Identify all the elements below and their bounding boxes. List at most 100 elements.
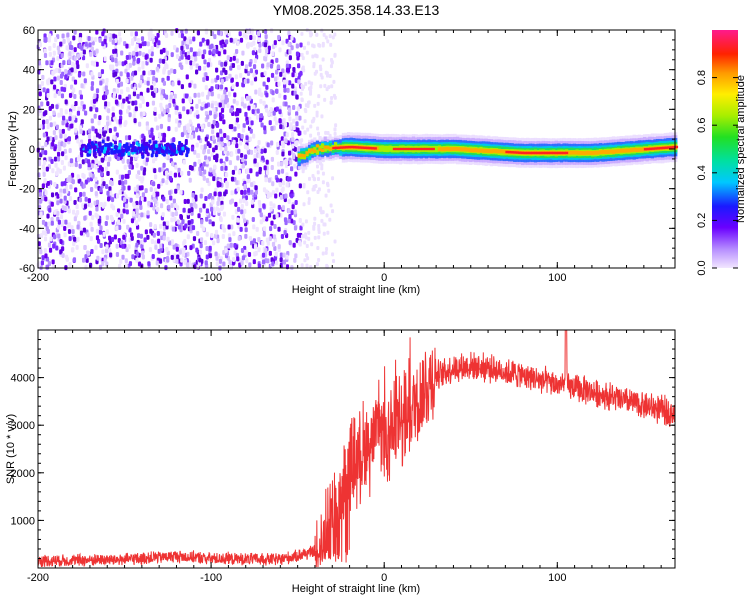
spectrogram-cell xyxy=(117,82,121,88)
spectrogram-core-cell xyxy=(552,151,556,155)
spectrogram-cell xyxy=(288,55,292,61)
spectrogram-cell xyxy=(186,148,190,153)
spectrogram-core-cell xyxy=(347,145,351,149)
spectrogram-cell xyxy=(317,235,321,240)
spectrogram-cell xyxy=(242,123,246,129)
spectrogram-cell xyxy=(110,180,114,186)
spectrogram-cell xyxy=(64,109,68,115)
spectrogram-cell xyxy=(179,189,183,195)
spectrogram-cell xyxy=(212,169,216,175)
spectrogram-cell xyxy=(76,138,80,144)
y-tick-label: 4000 xyxy=(11,373,35,385)
spectrogram-cell xyxy=(224,39,229,45)
spectrogram-cell xyxy=(92,98,97,104)
spectrogram-cell xyxy=(120,174,125,180)
spectrogram-cell xyxy=(132,141,136,146)
spectrogram-cell xyxy=(44,253,48,259)
spectrogram-cell xyxy=(51,168,55,174)
spectrogram-cell xyxy=(281,180,286,186)
spectrogram-cell xyxy=(57,68,62,74)
spectrogram-cell xyxy=(70,172,75,178)
spectrogram-band-cell xyxy=(629,148,634,153)
spectrogram-cell xyxy=(135,224,140,230)
spectrogram-cell xyxy=(210,103,214,109)
spectrogram-cell xyxy=(205,159,209,165)
spectrogram-cell xyxy=(51,70,55,76)
spectrogram-cell xyxy=(67,222,72,228)
spectrogram-cell xyxy=(319,206,323,211)
spectrogram-core-cell xyxy=(431,147,435,151)
spectrogram-cell xyxy=(304,109,308,114)
spectrogram-cell xyxy=(313,235,317,240)
spectrogram-cell xyxy=(225,180,229,186)
spectrogram-cell xyxy=(229,65,233,71)
spectrogram-cell xyxy=(46,124,50,130)
spectrogram-cell xyxy=(145,101,150,107)
spectrogram-cell xyxy=(316,126,320,131)
spectrogram-cell xyxy=(94,183,98,189)
spectrogram-cell xyxy=(150,127,154,133)
spectrogram-cell xyxy=(288,240,292,246)
spectrogram-cell xyxy=(126,158,130,164)
y-tick-label: 2000 xyxy=(11,468,35,480)
spectrogram-cell xyxy=(216,200,220,206)
spectrogram-cell xyxy=(179,214,183,220)
spectrogram-core-cell xyxy=(405,147,409,151)
spectrogram-core-cell xyxy=(337,146,341,149)
spectrogram-cell xyxy=(67,136,71,142)
spectrogram-cell xyxy=(164,33,169,39)
spectrogram-cell xyxy=(287,198,291,204)
spectrogram-cell xyxy=(70,45,74,51)
spectrogram-cell xyxy=(264,189,268,195)
spectrogram-cell xyxy=(250,28,254,34)
spectrogram-cell xyxy=(72,87,76,93)
spectrogram-cell xyxy=(78,37,82,43)
spectrogram-cell xyxy=(145,157,149,163)
spectrogram-cell xyxy=(200,187,204,193)
spectrogram-cell xyxy=(157,40,161,46)
spectrogram-cell xyxy=(205,231,209,237)
spectrogram-cell xyxy=(294,253,298,259)
spectrogram-cell xyxy=(158,143,162,148)
spectrogram-cell xyxy=(52,243,56,249)
spectrogram-cell xyxy=(246,71,251,77)
spectrogram-cell xyxy=(95,29,99,35)
spectrogram-cell xyxy=(96,255,100,261)
spectrogram-cell xyxy=(84,110,88,116)
spectrogram-cell xyxy=(105,184,109,190)
spectrogram-cell xyxy=(75,60,79,66)
spectrogram-cell xyxy=(51,259,55,265)
spectrogram-cell xyxy=(211,135,216,141)
spectrogram-cell xyxy=(271,90,275,96)
spectrogram-cell xyxy=(108,235,112,241)
spectrogram-cell xyxy=(118,109,123,115)
spectrogram-cell xyxy=(243,79,247,85)
spectrogram-cell xyxy=(70,67,74,73)
spectrogram-cell xyxy=(56,167,60,173)
spectrogram-band-cell xyxy=(611,149,616,154)
spectrogram-cell xyxy=(114,48,118,54)
spectrogram-core-cell xyxy=(662,146,666,150)
spectrogram-cell xyxy=(300,31,304,36)
spectrogram-cell xyxy=(136,38,140,44)
spectrogram-cell xyxy=(244,195,248,201)
spectrogram-cell xyxy=(79,129,83,135)
spectrogram-cell xyxy=(80,144,84,149)
spectrogram-cell xyxy=(62,60,66,66)
spectrogram-cell xyxy=(79,52,83,58)
spectrogram-cell xyxy=(238,140,243,146)
spectrogram-cell xyxy=(262,203,266,209)
spectrogram-cell xyxy=(275,141,280,147)
spectrogram-cell xyxy=(105,90,109,96)
spectrogram-cell xyxy=(140,36,145,42)
spectrogram-cell xyxy=(217,30,221,36)
spectrogram-cell xyxy=(95,132,100,138)
spectrogram-cell xyxy=(299,70,303,76)
spectrogram-cell xyxy=(262,81,266,87)
spectrogram-cell xyxy=(103,146,107,151)
spectrogram-cell xyxy=(156,32,160,38)
spectrogram-cell xyxy=(321,41,325,46)
spectrogram-cell xyxy=(278,182,283,188)
spectrogram-cell xyxy=(263,165,267,171)
spectrogram-core-cell xyxy=(353,146,357,149)
